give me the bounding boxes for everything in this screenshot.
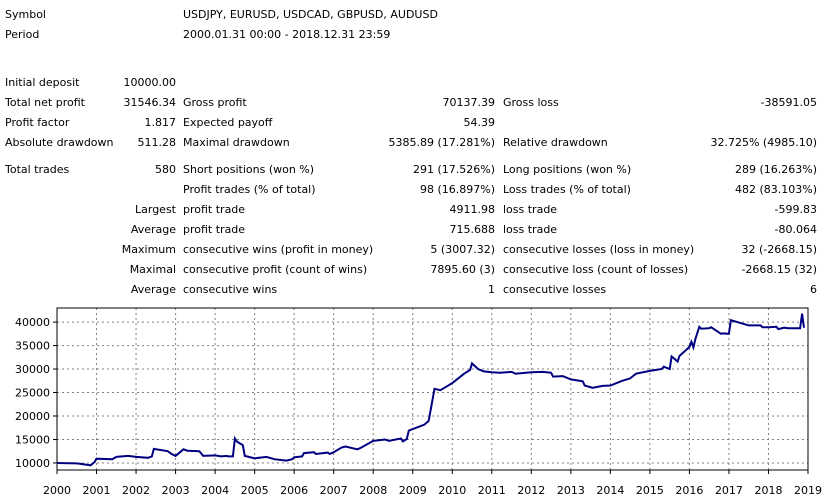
x-tick-label: 2009	[399, 484, 427, 497]
x-tick-label: 2006	[280, 484, 308, 497]
y-axis-ticks: 10000 15000 20000 25000 30000 35000 40000	[15, 316, 57, 470]
avg-cons-losses-label: consecutive losses	[503, 283, 607, 296]
expected-payoff-value: 54.39	[463, 116, 496, 129]
average-label: Average	[130, 223, 176, 236]
gross-loss-value: -38591.05	[760, 96, 817, 109]
short-positions-value: 291 (17.526%)	[412, 163, 495, 176]
x-tick-label: 2007	[320, 484, 348, 497]
symbol-value: USDJPY, EURUSD, USDCAD, GBPUSD, AUDUSD	[183, 8, 438, 21]
largest-loss-label: loss trade	[503, 203, 558, 216]
absolute-drawdown-label: Absolute drawdown	[5, 136, 114, 149]
balance-line	[56, 313, 805, 467]
relative-drawdown-value: 32.725% (4985.10)	[710, 136, 817, 149]
plot-frame	[56, 307, 809, 471]
maximal-drawdown-label: Maximal drawdown	[183, 136, 290, 149]
long-positions-value: 289 (16.263%)	[734, 163, 817, 176]
total-net-profit-label: Total net profit	[5, 96, 85, 109]
max-cons-losses-value: 32 (-2668.15)	[741, 243, 817, 256]
long-positions-label: Long positions (won %)	[503, 163, 632, 176]
gross-profit-value: 70137.39	[442, 96, 496, 109]
x-tick-label: 2005	[241, 484, 269, 497]
chart-grid	[56, 308, 809, 470]
y-tick-label: 35000	[15, 340, 50, 353]
avg-cons-wins-label: consecutive wins	[183, 283, 278, 296]
maximal-cons-loss-label: consecutive loss (count of losses)	[503, 263, 689, 276]
gross-loss-label: Gross loss	[503, 96, 559, 109]
maximum-label: Maximum	[121, 243, 176, 256]
symbol-label: Symbol	[5, 8, 46, 21]
largest-profit-value: 4911.98	[449, 203, 496, 216]
balance-chart: 10000 15000 20000 25000 30000 35000 40000 2000…	[15, 307, 822, 497]
y-tick-label: 10000	[15, 457, 50, 470]
max-cons-wins-label: consecutive wins (profit in money)	[183, 243, 374, 256]
loss-trades-label: Loss trades (% of total)	[503, 183, 631, 196]
largest-profit-label: profit trade	[183, 203, 246, 216]
maximal-drawdown-value: 5385.89 (17.281%)	[388, 136, 495, 149]
x-tick-label: 2013	[557, 484, 585, 497]
x-tick-label: 2018	[754, 484, 782, 497]
x-tick-label: 2004	[201, 484, 229, 497]
x-axis-ticks: 2000 2001 2002 2003 2004 2005 2006 2007 2008 2009…	[43, 470, 822, 497]
x-tick-label: 2011	[478, 484, 506, 497]
short-positions-label: Short positions (won %)	[183, 163, 315, 176]
total-net-profit-value: 31546.34	[123, 96, 177, 109]
x-tick-label: 2000	[43, 484, 71, 497]
loss-trades-value: 482 (83.103%)	[734, 183, 817, 196]
profit-factor-label: Profit factor	[5, 116, 70, 129]
y-tick-label: 15000	[15, 433, 50, 446]
absolute-drawdown-value: 511.28	[137, 136, 177, 149]
y-tick-label: 25000	[15, 387, 50, 400]
average2-label: Average	[130, 283, 176, 296]
y-tick-label: 20000	[15, 410, 50, 423]
x-tick-label: 2002	[122, 484, 150, 497]
maximal-label: Maximal	[129, 263, 176, 276]
x-tick-label: 2019	[794, 484, 822, 497]
x-tick-label: 2012	[517, 484, 545, 497]
maximal-cons-loss-value: -2668.15 (32)	[741, 263, 817, 276]
average-loss-label: loss trade	[503, 223, 558, 236]
period-value: 2000.01.31 00:00 - 2018.12.31 23:59	[183, 28, 391, 41]
x-tick-label: 2008	[359, 484, 387, 497]
initial-deposit-value: 10000.00	[123, 76, 177, 89]
profit-factor-value: 1.817	[144, 116, 177, 129]
period-label: Period	[5, 28, 40, 41]
y-tick-label: 30000	[15, 363, 50, 376]
x-tick-label: 2016	[675, 484, 703, 497]
x-tick-label: 2001	[83, 484, 111, 497]
average-profit-label: profit trade	[183, 223, 246, 236]
total-trades-label: Total trades	[5, 163, 70, 176]
expected-payoff-label: Expected payoff	[183, 116, 273, 129]
largest-loss-value: -599.83	[774, 203, 817, 216]
x-tick-label: 2014	[596, 484, 624, 497]
average-profit-value: 715.688	[449, 223, 496, 236]
avg-cons-losses-value: 6	[810, 283, 817, 296]
initial-deposit-label: Initial deposit	[5, 76, 80, 89]
max-cons-losses-label: consecutive losses (loss in money)	[503, 243, 695, 256]
y-tick-label: 40000	[15, 316, 50, 329]
x-tick-label: 2017	[715, 484, 743, 497]
x-tick-label: 2015	[636, 484, 664, 497]
largest-label: Largest	[135, 203, 176, 216]
x-tick-label: 2010	[438, 484, 466, 497]
profit-trades-value: 98 (16.897%)	[419, 183, 495, 196]
maximal-cons-profit-label: consecutive profit (count of wins)	[183, 263, 368, 276]
avg-cons-wins-value: 1	[488, 283, 495, 296]
maximal-cons-profit-value: 7895.60 (3)	[430, 263, 495, 276]
average-loss-value: -80.064	[774, 223, 817, 236]
relative-drawdown-label: Relative drawdown	[503, 136, 608, 149]
profit-trades-label: Profit trades (% of total)	[183, 183, 316, 196]
gross-profit-label: Gross profit	[183, 96, 247, 109]
x-tick-label: 2003	[162, 484, 190, 497]
total-trades-value: 580	[155, 163, 176, 176]
max-cons-wins-value: 5 (3007.32)	[430, 243, 495, 256]
